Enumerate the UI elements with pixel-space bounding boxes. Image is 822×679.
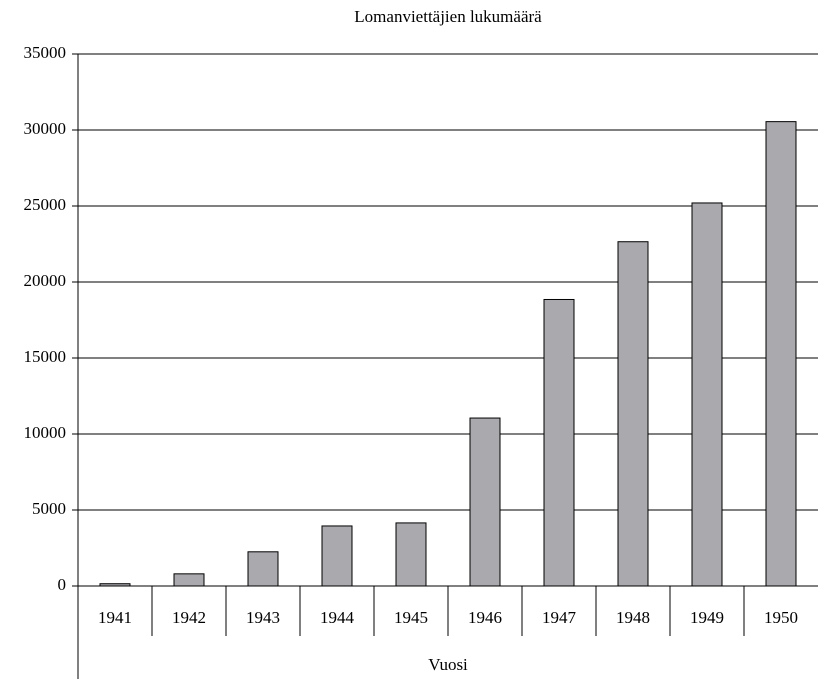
bar	[765, 121, 797, 587]
x-tick-label: 1946	[468, 608, 502, 627]
bar	[469, 417, 501, 587]
bar	[617, 241, 649, 587]
x-axis-label: Vuosi	[428, 655, 468, 674]
bar	[247, 551, 279, 587]
x-tick-label: 1945	[394, 608, 428, 627]
x-tick-label: 1942	[172, 608, 206, 627]
x-tick-label: 1950	[764, 608, 798, 627]
y-tick-label: 25000	[24, 195, 67, 214]
y-tick-label: 0	[58, 575, 67, 594]
y-tick-label: 5000	[32, 499, 66, 518]
bar	[321, 525, 353, 587]
bar	[99, 583, 131, 587]
y-tick-label: 20000	[24, 271, 67, 290]
bar	[173, 573, 205, 587]
y-tick-label: 15000	[24, 347, 67, 366]
y-tick-label: 30000	[24, 119, 67, 138]
chart-title: Lomanviettäjien lukumäärä	[354, 7, 542, 26]
bar	[691, 202, 723, 587]
x-tick-label: 1949	[690, 608, 724, 627]
x-tick-label: 1947	[542, 608, 577, 627]
x-tick-label: 1943	[246, 608, 280, 627]
bar	[395, 522, 427, 587]
x-tick-label: 1944	[320, 608, 355, 627]
x-tick-label: 1941	[98, 608, 132, 627]
x-tick-label: 1948	[616, 608, 650, 627]
y-tick-label: 35000	[24, 43, 67, 62]
y-tick-label: 10000	[24, 423, 67, 442]
bar	[543, 298, 575, 587]
